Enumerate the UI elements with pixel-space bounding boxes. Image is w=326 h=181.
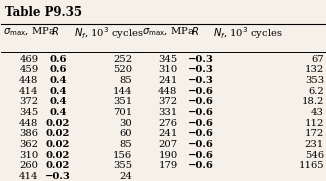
Text: −0.3: −0.3 xyxy=(45,172,71,181)
Text: 362: 362 xyxy=(20,140,38,149)
Text: $N_f$, 10$^3$ cycles: $N_f$, 10$^3$ cycles xyxy=(74,25,144,41)
Text: 231: 231 xyxy=(305,140,324,149)
Text: −0.6: −0.6 xyxy=(188,151,214,160)
Text: 6.2: 6.2 xyxy=(308,87,324,96)
Text: $R$: $R$ xyxy=(51,25,59,37)
Text: 24: 24 xyxy=(119,172,132,181)
Text: 260: 260 xyxy=(20,161,38,170)
Text: 448: 448 xyxy=(158,87,178,96)
Text: −0.6: −0.6 xyxy=(188,129,214,138)
Text: 0.02: 0.02 xyxy=(46,119,70,128)
Text: 0.4: 0.4 xyxy=(49,108,67,117)
Text: 60: 60 xyxy=(120,129,132,138)
Text: 276: 276 xyxy=(158,119,178,128)
Text: 241: 241 xyxy=(158,129,178,138)
Text: Table P9.35: Table P9.35 xyxy=(5,6,82,19)
Text: −0.6: −0.6 xyxy=(188,108,214,117)
Text: 0.6: 0.6 xyxy=(49,65,67,74)
Text: $N_f$, 10$^3$ cycles: $N_f$, 10$^3$ cycles xyxy=(213,25,283,41)
Text: 112: 112 xyxy=(304,119,324,128)
Text: 190: 190 xyxy=(158,151,178,160)
Text: 355: 355 xyxy=(113,161,132,170)
Text: 0.02: 0.02 xyxy=(46,161,70,170)
Text: 67: 67 xyxy=(311,55,324,64)
Text: 448: 448 xyxy=(19,76,38,85)
Text: 0.02: 0.02 xyxy=(46,151,70,160)
Text: 345: 345 xyxy=(158,55,178,64)
Text: 18.2: 18.2 xyxy=(302,97,324,106)
Text: 353: 353 xyxy=(305,76,324,85)
Text: −0.6: −0.6 xyxy=(188,97,214,106)
Text: −0.6: −0.6 xyxy=(188,87,214,96)
Text: 459: 459 xyxy=(19,65,38,74)
Text: 351: 351 xyxy=(113,97,132,106)
Text: −0.3: −0.3 xyxy=(188,55,214,64)
Text: 0.02: 0.02 xyxy=(46,140,70,149)
Text: 0.4: 0.4 xyxy=(49,97,67,106)
Text: 0.6: 0.6 xyxy=(49,55,67,64)
Text: 85: 85 xyxy=(120,140,132,149)
Text: −0.6: −0.6 xyxy=(188,161,214,170)
Text: 1165: 1165 xyxy=(298,161,324,170)
Text: 469: 469 xyxy=(20,55,38,64)
Text: 179: 179 xyxy=(158,161,178,170)
Text: 546: 546 xyxy=(305,151,324,160)
Text: 207: 207 xyxy=(158,140,178,149)
Text: 132: 132 xyxy=(305,65,324,74)
Text: 85: 85 xyxy=(120,76,132,85)
Text: 172: 172 xyxy=(305,129,324,138)
Text: 0.4: 0.4 xyxy=(49,76,67,85)
Text: 310: 310 xyxy=(19,151,38,160)
Text: 345: 345 xyxy=(19,108,38,117)
Text: 448: 448 xyxy=(19,119,38,128)
Text: $\sigma_\mathrm{max}$, MPa: $\sigma_\mathrm{max}$, MPa xyxy=(3,25,56,38)
Text: 0.4: 0.4 xyxy=(49,87,67,96)
Text: 144: 144 xyxy=(113,87,132,96)
Text: 241: 241 xyxy=(158,76,178,85)
Text: −0.3: −0.3 xyxy=(188,65,214,74)
Text: $R$: $R$ xyxy=(191,25,199,37)
Text: $\sigma_\mathrm{max}$, MPa: $\sigma_\mathrm{max}$, MPa xyxy=(142,25,195,38)
Text: 43: 43 xyxy=(311,108,324,117)
Text: 0.02: 0.02 xyxy=(46,129,70,138)
Text: −0.6: −0.6 xyxy=(188,140,214,149)
Text: 30: 30 xyxy=(120,119,132,128)
Text: 252: 252 xyxy=(113,55,132,64)
Text: −0.3: −0.3 xyxy=(188,76,214,85)
Text: 310: 310 xyxy=(158,65,178,74)
Text: 414: 414 xyxy=(19,87,38,96)
Text: 520: 520 xyxy=(113,65,132,74)
Text: −0.6: −0.6 xyxy=(188,119,214,128)
Text: 331: 331 xyxy=(158,108,178,117)
Text: 701: 701 xyxy=(113,108,132,117)
Text: 372: 372 xyxy=(20,97,38,106)
Text: 372: 372 xyxy=(158,97,178,106)
Text: 156: 156 xyxy=(113,151,132,160)
Text: 386: 386 xyxy=(20,129,38,138)
Text: 414: 414 xyxy=(19,172,38,181)
